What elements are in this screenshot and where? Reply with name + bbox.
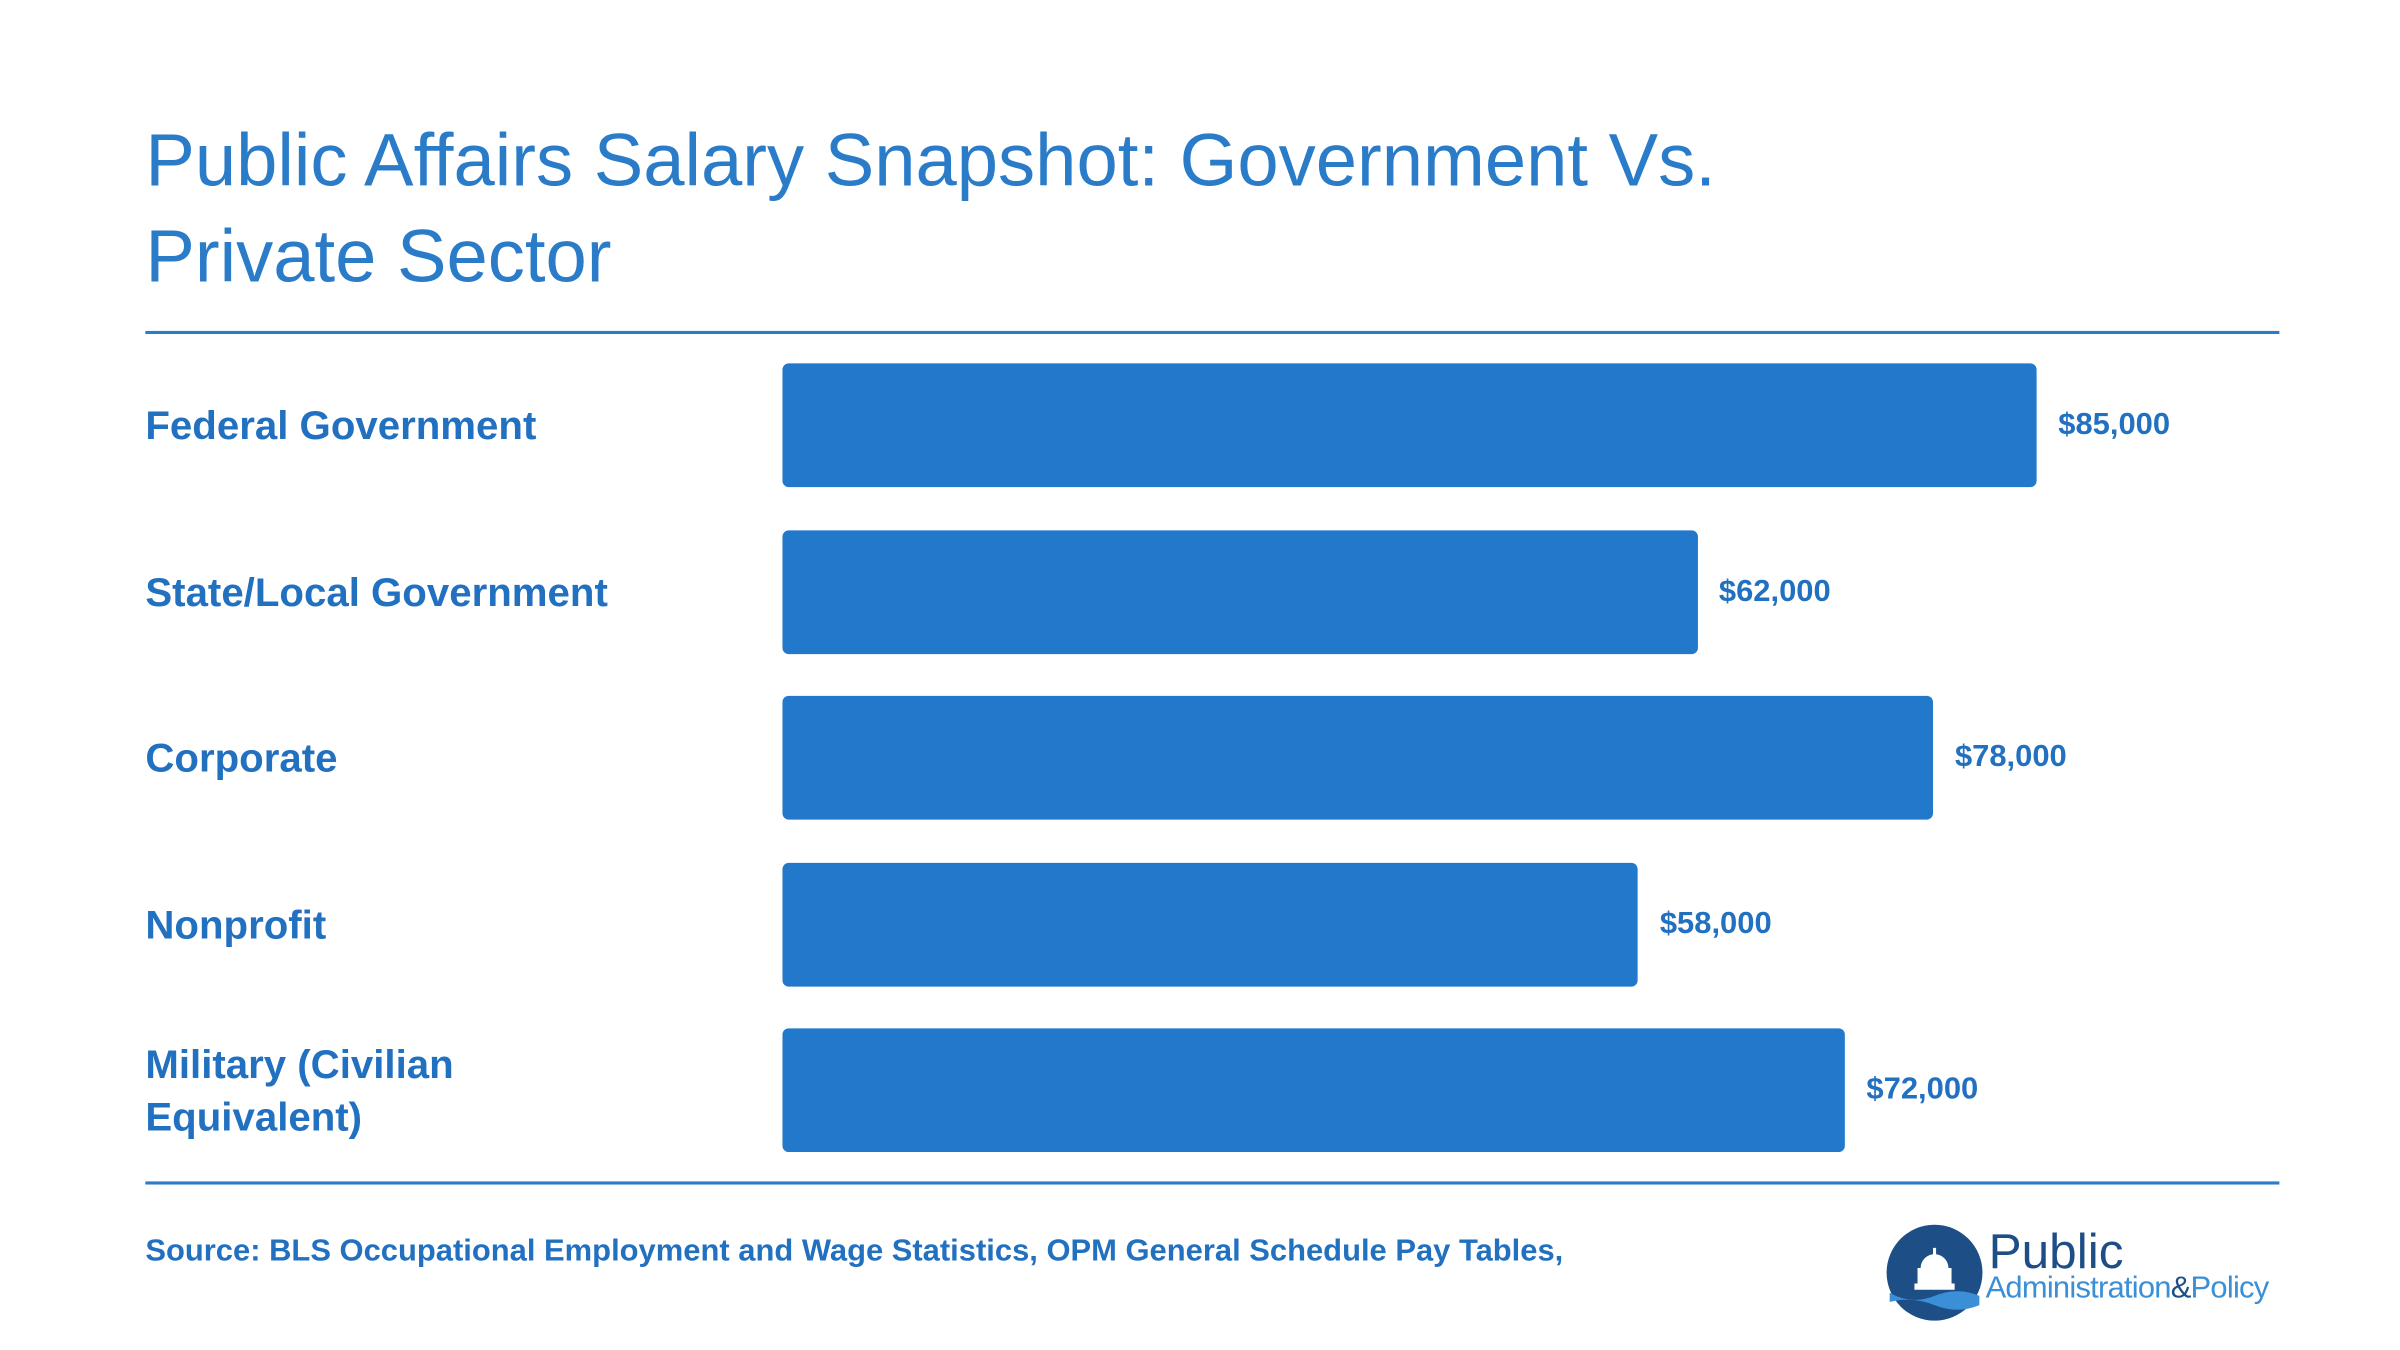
category-label: Federal Government [145, 402, 537, 449]
logo-icon [1886, 1224, 1983, 1321]
bar [782, 862, 1639, 986]
bar [782, 363, 2037, 488]
logo-word: & [2170, 1271, 2192, 1306]
source-note: Source: BLS Occupational Employment and … [145, 1234, 1564, 1269]
logo-text: Public [1988, 1223, 2124, 1279]
category-label: Military (Civilian Equivalent) [145, 1040, 454, 1140]
bar [782, 529, 1698, 654]
logo-text: Administration&Policy [1985, 1271, 2270, 1307]
category-label: Corporate [145, 734, 338, 781]
bar [782, 695, 1934, 820]
logo-word: Administration [1985, 1271, 2172, 1306]
divider [145, 1181, 2280, 1185]
divider [145, 330, 2280, 335]
logo-word: Policy [2190, 1271, 2270, 1306]
value-label: $62,000 [1718, 573, 1831, 608]
chart-title: Public Affairs Salary Snapshot: Governme… [145, 120, 1716, 299]
value-label: $72,000 [1866, 1072, 1979, 1107]
category-label: State/Local Government [145, 568, 608, 615]
bar [782, 1028, 1845, 1153]
value-label: $58,000 [1659, 906, 1772, 941]
value-label: $78,000 [1954, 739, 2067, 774]
category-label: Nonprofit [145, 900, 327, 948]
value-label: $85,000 [2058, 407, 2171, 442]
